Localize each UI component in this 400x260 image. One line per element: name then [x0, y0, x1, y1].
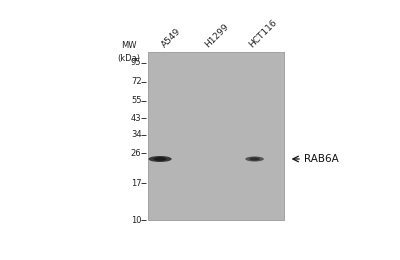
Text: HCT116: HCT116 [247, 18, 278, 49]
Text: 95: 95 [131, 58, 142, 67]
Text: RAB6A: RAB6A [304, 154, 339, 164]
Ellipse shape [245, 157, 264, 161]
Text: 34: 34 [131, 130, 142, 139]
Text: MW: MW [121, 41, 137, 50]
Text: 55: 55 [131, 96, 142, 105]
Text: 10: 10 [131, 216, 142, 225]
Text: A549: A549 [160, 27, 183, 49]
Text: 17: 17 [131, 179, 142, 188]
Ellipse shape [250, 157, 260, 161]
Text: 72: 72 [131, 77, 142, 86]
Text: (kDa): (kDa) [118, 54, 140, 63]
Ellipse shape [154, 157, 166, 161]
Text: 26: 26 [131, 149, 142, 158]
Ellipse shape [148, 156, 172, 162]
Text: H1299: H1299 [204, 22, 231, 49]
Text: 43: 43 [131, 114, 142, 123]
Bar [148, 52, 284, 220]
